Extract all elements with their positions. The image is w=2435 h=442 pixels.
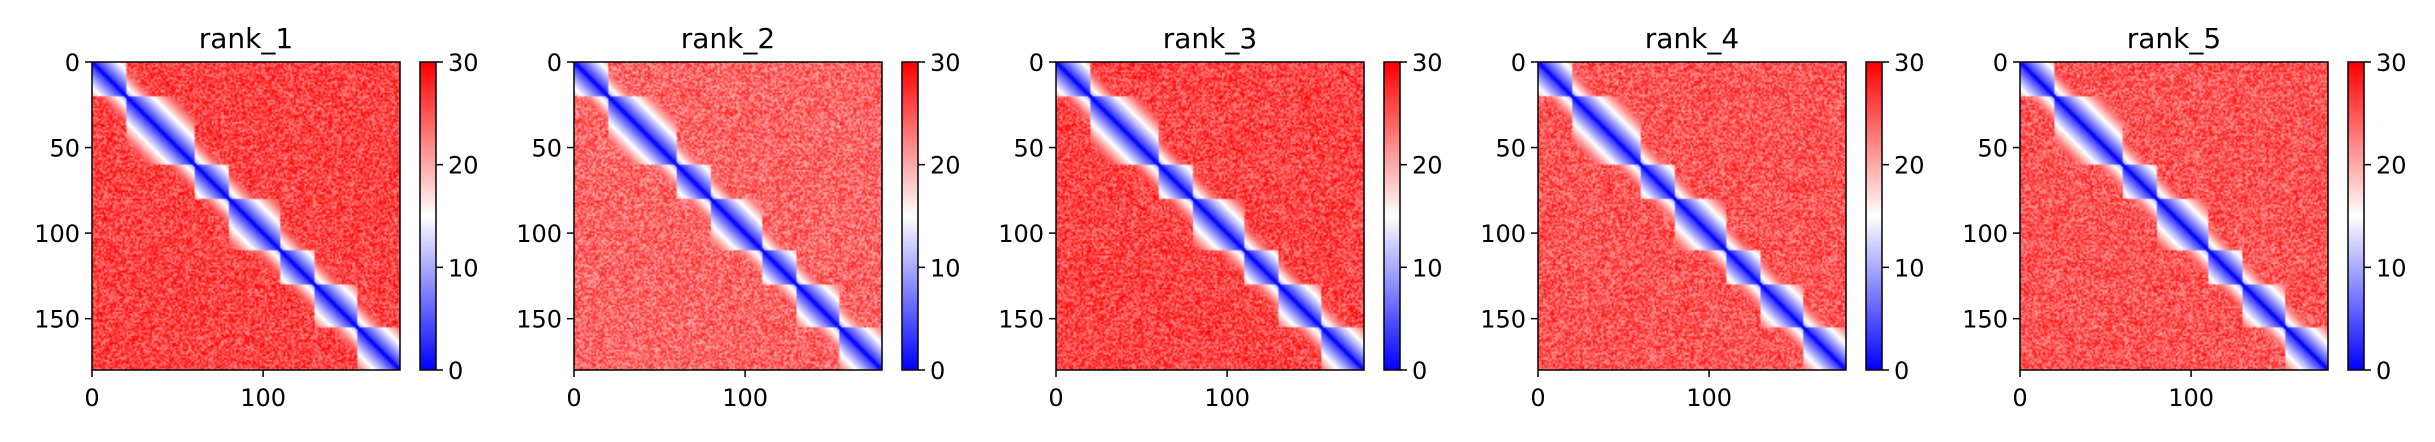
x-tick-label: 0 [84, 384, 99, 412]
x-tick-label: 100 [240, 384, 286, 412]
y-tick-label: 100 [1962, 220, 2008, 248]
y-tick-label: 0 [1511, 49, 1526, 77]
heatmap-panel: rank_4 0 50 100 150 0 100 0 10 20 30 [1480, 22, 1924, 412]
y-tick-label: 0 [1993, 49, 2008, 77]
colorbar-tick-label: 10 [930, 254, 961, 282]
colorbar-tick-label: 30 [1894, 49, 1925, 77]
colorbar-tick-label: 20 [448, 152, 479, 180]
heatmap-image [2020, 62, 2328, 370]
y-tick-label: 50 [1013, 135, 1044, 163]
heatmap-panel: rank_1 0 50 100 150 0 100 0 10 20 30 [34, 22, 478, 412]
colorbar [1384, 62, 1400, 370]
y-tick-label: 50 [531, 135, 562, 163]
colorbar-tick-label: 30 [2376, 49, 2407, 77]
colorbar-tick-label: 30 [930, 49, 961, 77]
y-tick-label: 100 [34, 220, 80, 248]
x-tick-label: 100 [2168, 384, 2214, 412]
heatmap-image [1056, 62, 1364, 370]
panel-title: rank_1 [199, 22, 293, 55]
x-tick-label: 0 [2012, 384, 2027, 412]
colorbar-tick-label: 10 [2376, 254, 2407, 282]
y-tick-label: 100 [516, 220, 562, 248]
colorbar-frame [1383, 61, 1401, 371]
heatmap-frame [573, 61, 883, 371]
x-tick-label: 0 [1048, 384, 1063, 412]
y-tick-label: 100 [1480, 220, 1526, 248]
y-tick-label: 150 [516, 306, 562, 334]
colorbar [1866, 62, 1882, 370]
colorbar-tick-label: 20 [1894, 152, 1925, 180]
heatmap-frame [1537, 61, 1847, 371]
y-tick-label: 50 [49, 135, 80, 163]
y-tick-label: 150 [1480, 306, 1526, 334]
colorbar [902, 62, 918, 370]
colorbar-tick-label: 0 [2376, 357, 2391, 385]
y-tick-label: 50 [1495, 135, 1526, 163]
heatmap-panel: rank_2 0 50 100 150 0 100 0 10 20 30 [516, 22, 960, 412]
y-tick-label: 50 [1977, 135, 2008, 163]
colorbar-frame [1865, 61, 1883, 371]
panel-title: rank_2 [681, 22, 775, 55]
colorbar-tick-label: 10 [1412, 254, 1443, 282]
heatmap-frame [2019, 61, 2329, 371]
colorbar-frame [419, 61, 437, 371]
colorbar-tick-label: 20 [930, 152, 961, 180]
heatmap-frame [1055, 61, 1365, 371]
colorbar [2348, 62, 2364, 370]
y-tick-label: 150 [34, 306, 80, 334]
heatmap-image [92, 62, 400, 370]
panel-title: rank_3 [1163, 22, 1257, 55]
colorbar-tick-label: 0 [448, 357, 463, 385]
colorbar-tick-label: 20 [2376, 152, 2407, 180]
colorbar-frame [901, 61, 919, 371]
x-tick-label: 100 [722, 384, 768, 412]
heatmap-image [1538, 62, 1846, 370]
y-tick-label: 0 [65, 49, 80, 77]
heatmap-panel: rank_5 0 50 100 150 0 100 0 10 20 30 [1962, 22, 2406, 412]
x-tick-label: 100 [1686, 384, 1732, 412]
colorbar-tick-label: 10 [1894, 254, 1925, 282]
colorbar [420, 62, 436, 370]
heatmap-image [574, 62, 882, 370]
x-tick-label: 100 [1204, 384, 1250, 412]
x-tick-label: 0 [1530, 384, 1545, 412]
heatmap-panel: rank_3 0 50 100 150 0 100 0 10 20 30 [998, 22, 1442, 412]
colorbar-tick-label: 0 [1412, 357, 1427, 385]
colorbar-tick-label: 0 [930, 357, 945, 385]
y-tick-label: 100 [998, 220, 1044, 248]
colorbar-tick-label: 0 [1894, 357, 1909, 385]
x-tick-label: 0 [566, 384, 581, 412]
panel-title: rank_4 [1645, 22, 1739, 55]
colorbar-tick-label: 30 [1412, 49, 1443, 77]
y-tick-label: 0 [547, 49, 562, 77]
colorbar-tick-label: 20 [1412, 152, 1443, 180]
y-tick-label: 150 [1962, 306, 2008, 334]
panel-title: rank_5 [2127, 22, 2221, 55]
colorbar-tick-label: 10 [448, 254, 479, 282]
y-tick-label: 150 [998, 306, 1044, 334]
heatmap-frame [91, 61, 401, 371]
colorbar-frame [2347, 61, 2365, 371]
colorbar-tick-label: 30 [448, 49, 479, 77]
y-tick-label: 0 [1029, 49, 1044, 77]
